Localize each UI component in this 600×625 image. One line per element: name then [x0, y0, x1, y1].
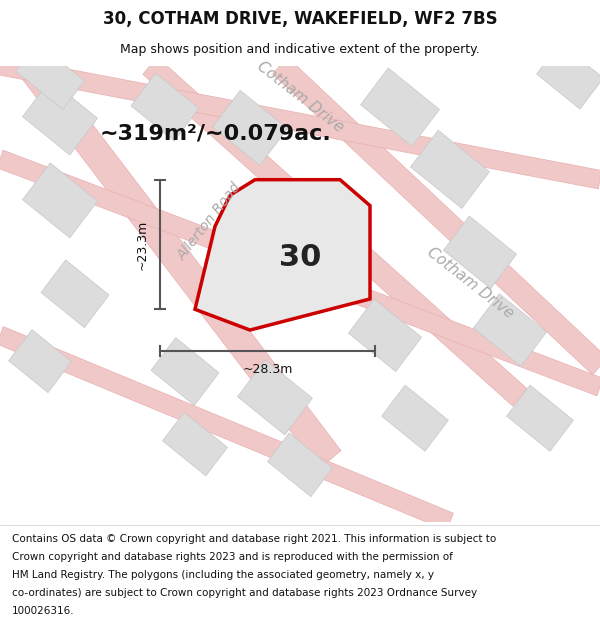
Text: Contains OS data © Crown copyright and database right 2021. This information is : Contains OS data © Crown copyright and d…: [12, 534, 496, 544]
Text: ~319m²/~0.079ac.: ~319m²/~0.079ac.: [99, 123, 331, 143]
Polygon shape: [41, 260, 109, 328]
Text: 100026316.: 100026316.: [12, 606, 74, 616]
Text: ~28.3m: ~28.3m: [242, 363, 293, 376]
Polygon shape: [131, 73, 199, 141]
Polygon shape: [23, 80, 97, 155]
Polygon shape: [0, 326, 454, 531]
Polygon shape: [212, 90, 287, 166]
Text: Cotham Drive: Cotham Drive: [254, 58, 346, 135]
Polygon shape: [8, 329, 71, 392]
Polygon shape: [163, 412, 227, 476]
Text: Allerton Road: Allerton Road: [176, 180, 244, 262]
Polygon shape: [443, 216, 517, 289]
Polygon shape: [0, 150, 600, 396]
Polygon shape: [143, 57, 527, 406]
Text: Crown copyright and database rights 2023 and is reproduced with the permission o: Crown copyright and database rights 2023…: [12, 552, 453, 562]
Polygon shape: [23, 163, 97, 238]
Polygon shape: [410, 130, 490, 209]
Polygon shape: [16, 42, 85, 109]
Text: co-ordinates) are subject to Crown copyright and database rights 2023 Ordnance S: co-ordinates) are subject to Crown copyr…: [12, 588, 477, 598]
Text: HM Land Registry. The polygons (including the associated geometry, namely x, y: HM Land Registry. The polygons (includin…: [12, 571, 434, 581]
Polygon shape: [382, 385, 448, 451]
Polygon shape: [19, 57, 341, 469]
Text: Cotham Drive: Cotham Drive: [424, 245, 516, 322]
Polygon shape: [349, 299, 422, 371]
Polygon shape: [268, 433, 332, 497]
Polygon shape: [361, 68, 439, 146]
Polygon shape: [536, 43, 600, 109]
Polygon shape: [272, 57, 600, 375]
Polygon shape: [195, 180, 370, 330]
Polygon shape: [506, 385, 574, 451]
Polygon shape: [238, 360, 313, 435]
Text: 30, COTHAM DRIVE, WAKEFIELD, WF2 7BS: 30, COTHAM DRIVE, WAKEFIELD, WF2 7BS: [103, 10, 497, 28]
Text: 30: 30: [279, 243, 321, 272]
Text: Map shows position and indicative extent of the property.: Map shows position and indicative extent…: [120, 43, 480, 56]
Text: ~23.3m: ~23.3m: [136, 219, 149, 269]
Polygon shape: [151, 338, 219, 406]
Polygon shape: [0, 56, 600, 189]
Polygon shape: [473, 294, 547, 366]
